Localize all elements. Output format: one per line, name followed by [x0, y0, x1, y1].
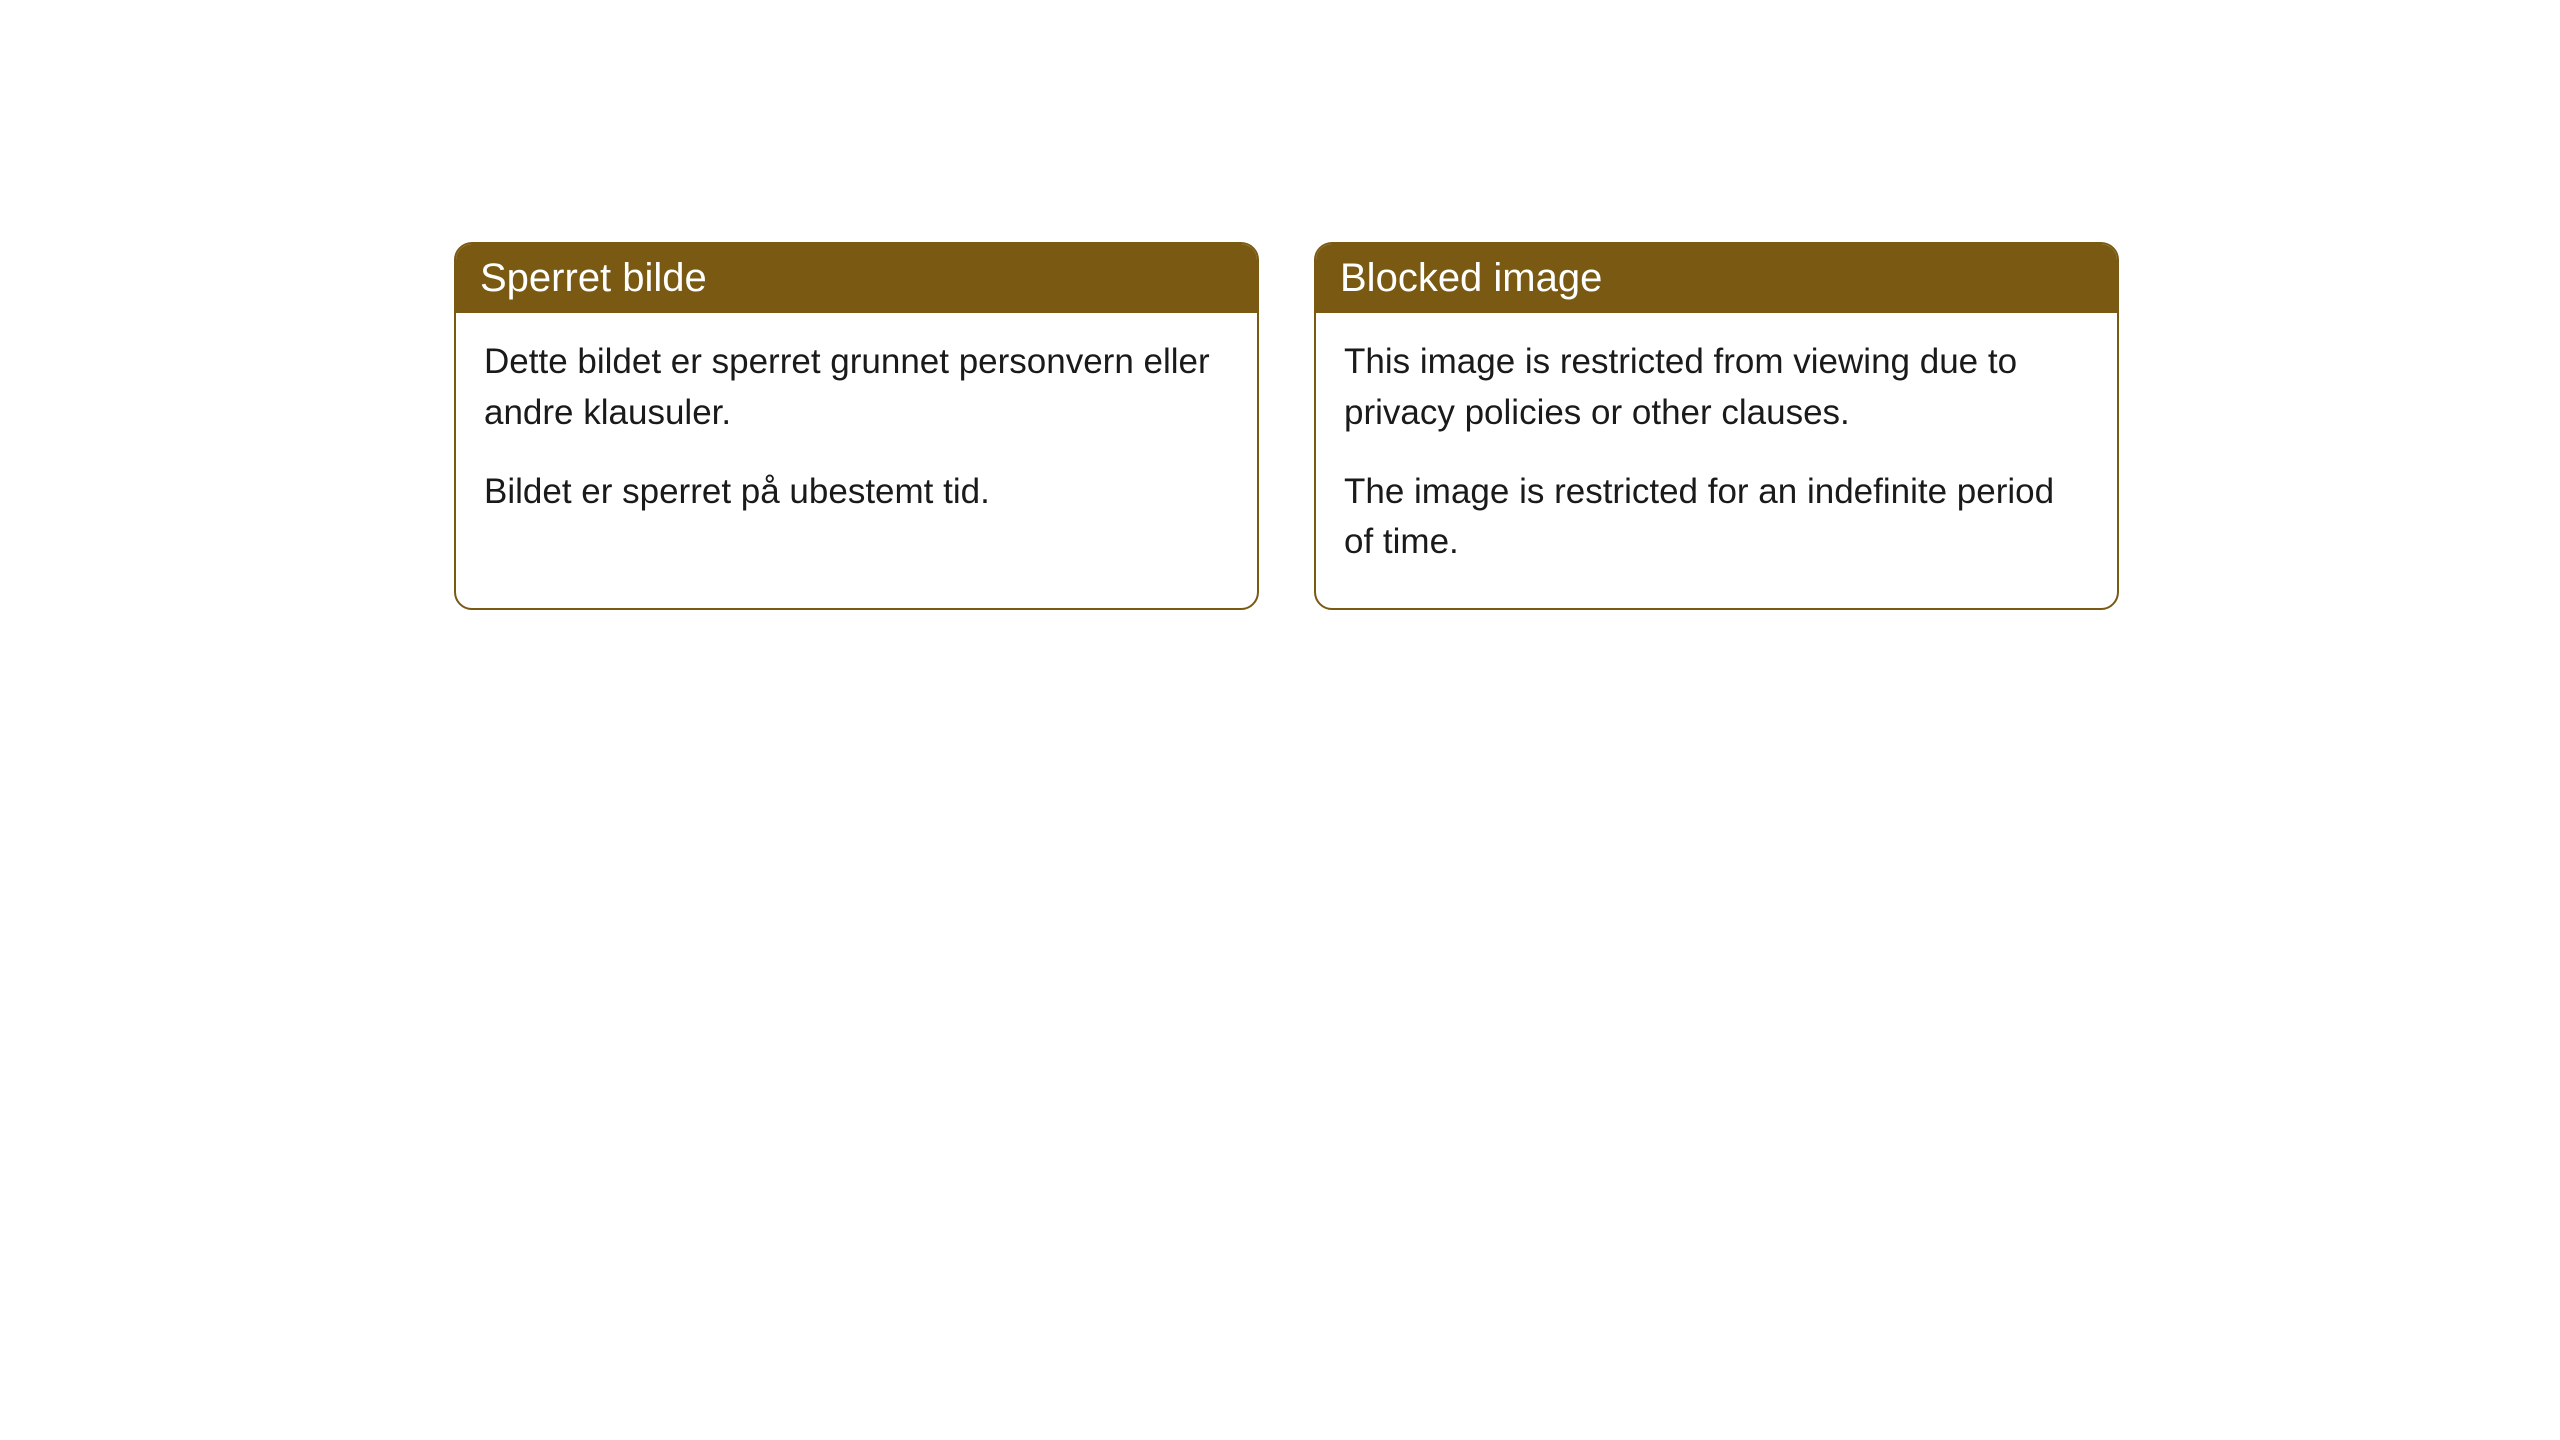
card-title: Sperret bilde [480, 256, 707, 300]
card-body-english: This image is restricted from viewing du… [1316, 313, 2117, 608]
card-body-norwegian: Dette bildet er sperret grunnet personve… [456, 313, 1257, 557]
card-text-line: The image is restricted for an indefinit… [1344, 467, 2089, 569]
card-text-line: Dette bildet er sperret grunnet personve… [484, 337, 1229, 439]
card-english: Blocked image This image is restricted f… [1314, 242, 2119, 610]
card-header-norwegian: Sperret bilde [456, 244, 1257, 313]
card-header-english: Blocked image [1316, 244, 2117, 313]
card-text-line: This image is restricted from viewing du… [1344, 337, 2089, 439]
card-norwegian: Sperret bilde Dette bildet er sperret gr… [454, 242, 1259, 610]
card-text-line: Bildet er sperret på ubestemt tid. [484, 467, 1229, 518]
card-title: Blocked image [1340, 256, 1602, 300]
cards-container: Sperret bilde Dette bildet er sperret gr… [0, 0, 2560, 610]
